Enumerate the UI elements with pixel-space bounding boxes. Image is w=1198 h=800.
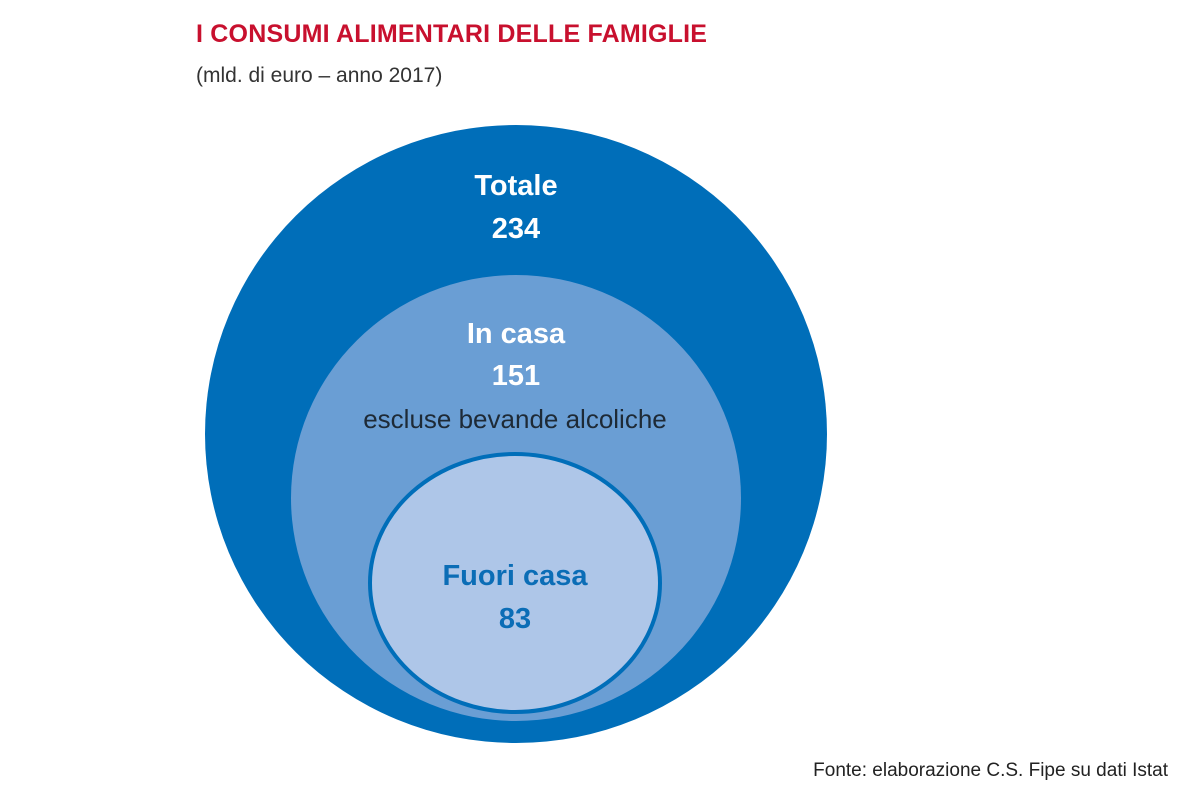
- source-note: Fonte: elaborazione C.S. Fipe su dati Is…: [813, 760, 1168, 781]
- note-in-casa: escluse bevande alcoliche: [363, 404, 667, 434]
- circle-fuori-casa: [368, 452, 662, 714]
- label-totale: Totale: [474, 170, 557, 202]
- chart-subtitle: (mld. di euro – anno 2017): [196, 64, 443, 87]
- label-in-casa: In casa: [467, 318, 566, 350]
- value-fuori-casa: 83: [499, 603, 531, 635]
- value-in-casa: 151: [492, 360, 540, 392]
- value-totale: 234: [492, 213, 540, 245]
- label-fuori-casa: Fuori casa: [442, 560, 588, 592]
- chart-title: I CONSUMI ALIMENTARI DELLE FAMIGLIE: [196, 20, 708, 48]
